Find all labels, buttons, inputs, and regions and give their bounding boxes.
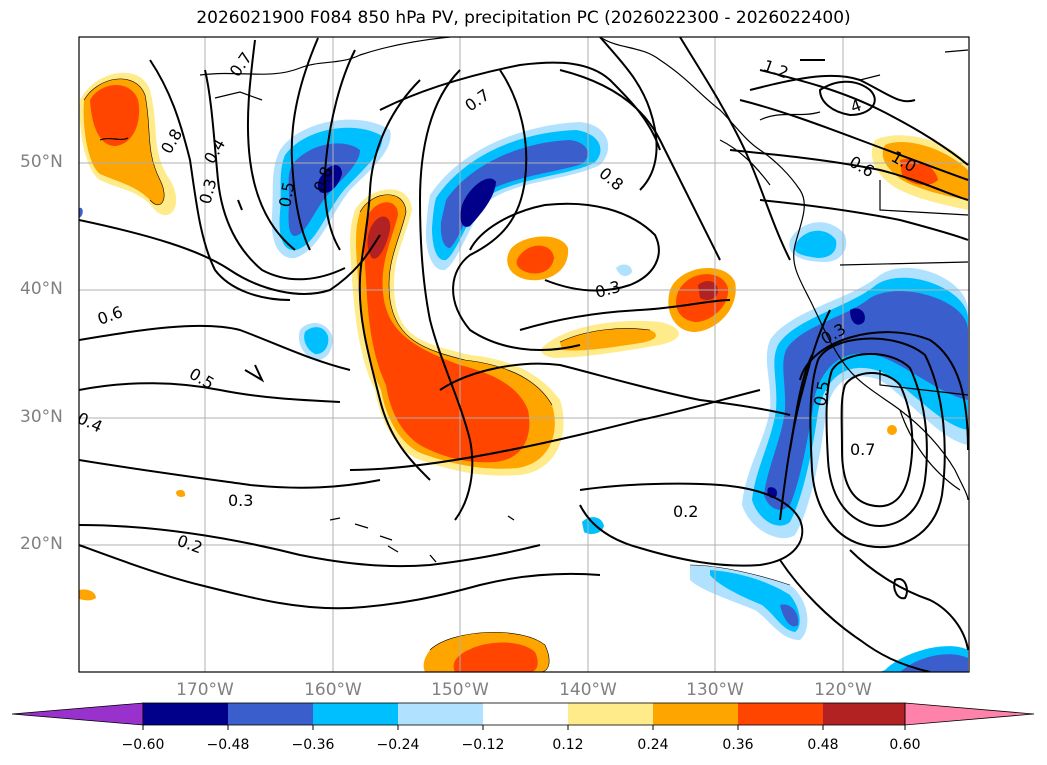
colorbar-tick-label: −0.24 [376,737,420,753]
colorbar-extend-high [904,702,1035,726]
lat-label: 20°N [20,534,63,554]
contour-label: 0.8 [595,164,627,195]
colorbar-swatch [483,703,569,725]
lon-label: 170°W [176,680,234,700]
colorbar-tick-label: −0.60 [121,737,165,753]
contour-label: 0.3 [228,491,253,510]
colorbar-tick-label: 0.24 [637,737,669,753]
contour-label: 0.3 [196,177,221,207]
contour-label: 0.2 [673,502,698,521]
colorbar-swatch [738,703,824,725]
contour-label: 4 [848,95,864,116]
colorbar-tick-label: −0.12 [461,737,505,753]
colorbar-swatch [313,703,399,725]
map-graticule [79,37,969,672]
colorbar-swatch [143,703,229,725]
lon-label: 120°W [814,680,872,700]
contour-label: 0.7 [461,85,493,115]
map-frame [78,36,970,673]
colorbar-tick-label: 0.36 [722,737,754,753]
colorbar-swatch [568,703,654,725]
contour-label: 1.2 [761,56,791,83]
lat-label: 50°N [20,152,63,172]
colorbar-swatch [228,703,314,725]
colorbar-swatch [398,703,484,725]
precip-shading-outlines [83,78,791,672]
lon-label: 130°W [686,680,744,700]
colorbar-tick-label: 0.12 [552,737,584,753]
colorbar [11,702,1035,730]
contour-label: 0.6 [95,302,125,329]
colorbar-extend-low [11,702,144,726]
contour-label: 0.5 [275,180,298,208]
map-title: 2026021900 F084 850 hPa PV, precipitatio… [196,8,851,28]
lon-label: 140°W [559,680,617,700]
contour-label: 0.7 [850,440,875,459]
lon-label: 160°W [304,680,362,700]
colorbar-swatch [823,703,909,725]
pv-contours [79,37,969,672]
colorbar-tick-label: −0.48 [206,737,250,753]
contour-label: 0.3 [593,277,623,302]
colorbar-swatch [653,703,739,725]
colorbar-tick-label: −0.36 [291,737,335,753]
hawaiian-islands [329,515,515,563]
colorbar-tick-label: 0.48 [807,737,839,753]
lat-label: 30°N [20,407,63,427]
lat-label: 40°N [20,279,63,299]
contour-label: 0.5 [810,379,833,407]
lon-label: 150°W [431,680,489,700]
contour-label: 0.4 [200,135,229,167]
colorbar-tick-label: 0.60 [889,737,921,753]
